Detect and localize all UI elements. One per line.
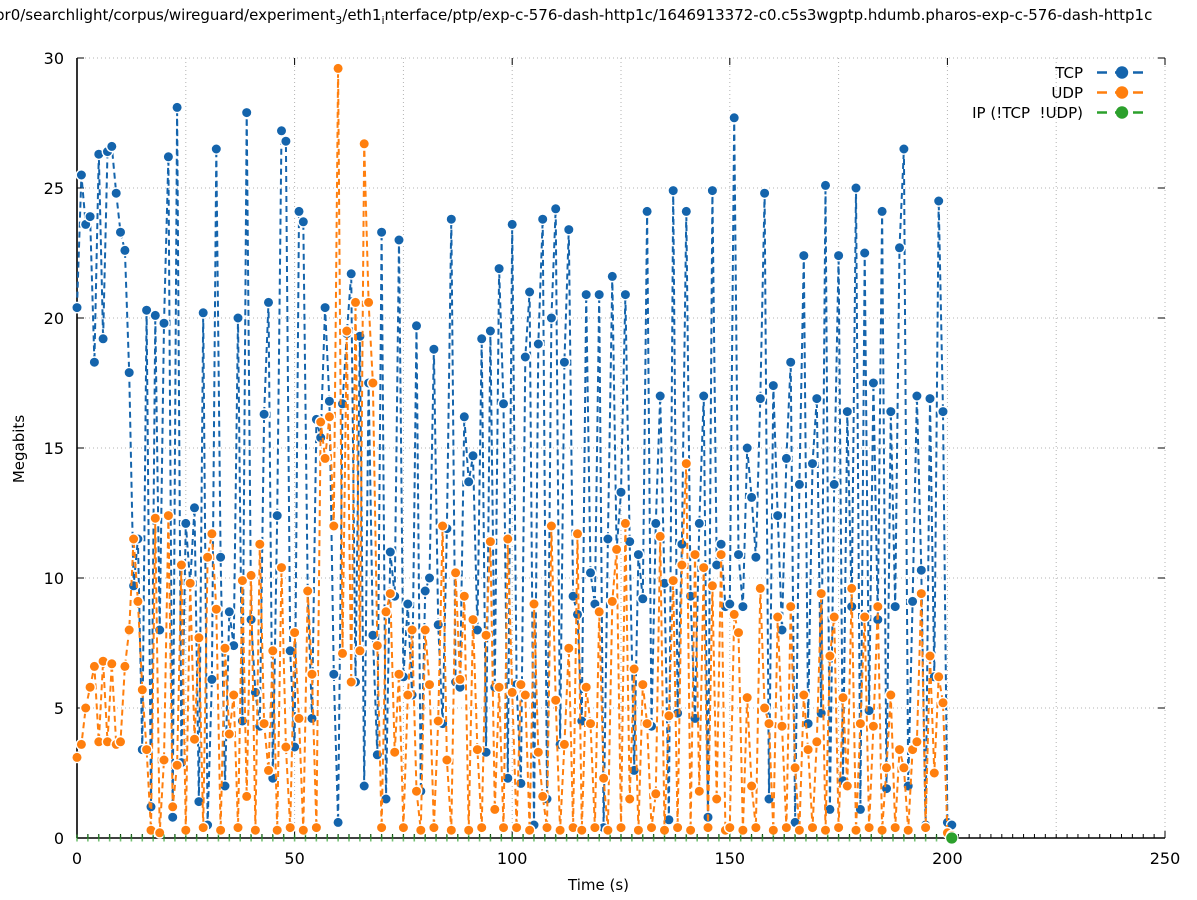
legend: TCP UDP IP (!TCP !UDP) (972, 63, 1148, 123)
chart-title-part3: nterface/ptp/exp-c-576-dash-http1c/16469… (384, 6, 1153, 24)
chart-title-sub2: i (381, 14, 385, 27)
legend-row-ip: IP (!TCP !UDP) (972, 103, 1148, 122)
series-ip-marks (76, 834, 949, 842)
x-tick-label: 0 (72, 849, 82, 868)
y-tick-label: 5 (54, 699, 64, 718)
line-dot-swatch-icon (1097, 66, 1147, 79)
line-dot-swatch-icon (1097, 106, 1147, 119)
x-tick-label: 200 (932, 849, 963, 868)
y-tick-label: 15 (44, 439, 64, 458)
series-tcp-line (76, 107, 953, 828)
chart-title-sub1: 3 (335, 14, 343, 27)
legend-label-tcp: TCP (1055, 63, 1083, 82)
x-axis-title: Time (s) (568, 876, 629, 894)
y-tick-label: 30 (44, 49, 64, 68)
y-tick-label: 10 (44, 569, 64, 588)
y-tick-labels: 0 5 10 15 20 25 30 (44, 49, 64, 848)
legend-row-udp: UDP (972, 83, 1148, 102)
x-tick-label: 50 (284, 849, 304, 868)
x-tick-label: 100 (497, 849, 528, 868)
x-tick-label: 250 (1150, 849, 1181, 868)
x-tick-label: 150 (715, 849, 746, 868)
series-udp-line (76, 68, 953, 837)
chart-title-part1: br0/searchlight/corpus/wireguard/experim… (0, 6, 336, 24)
legend-label-udp: UDP (1051, 83, 1083, 102)
chart-title: br0/searchlight/corpus/wireguard/experim… (0, 6, 1152, 27)
x-tick-labels: 0 50 100 150 200 250 (72, 849, 1180, 868)
chart-title-part2: /eth1 (342, 6, 382, 24)
legend-row-tcp: TCP (972, 63, 1148, 82)
grid (77, 57, 1166, 838)
series-ip-end-point (944, 831, 959, 845)
legend-label-ip: IP (!TCP !UDP) (972, 103, 1083, 122)
y-tick-label: 0 (54, 829, 64, 848)
y-tick-label: 20 (44, 309, 64, 328)
y-tick-label: 25 (44, 179, 64, 198)
line-dot-swatch-icon (1097, 86, 1147, 99)
